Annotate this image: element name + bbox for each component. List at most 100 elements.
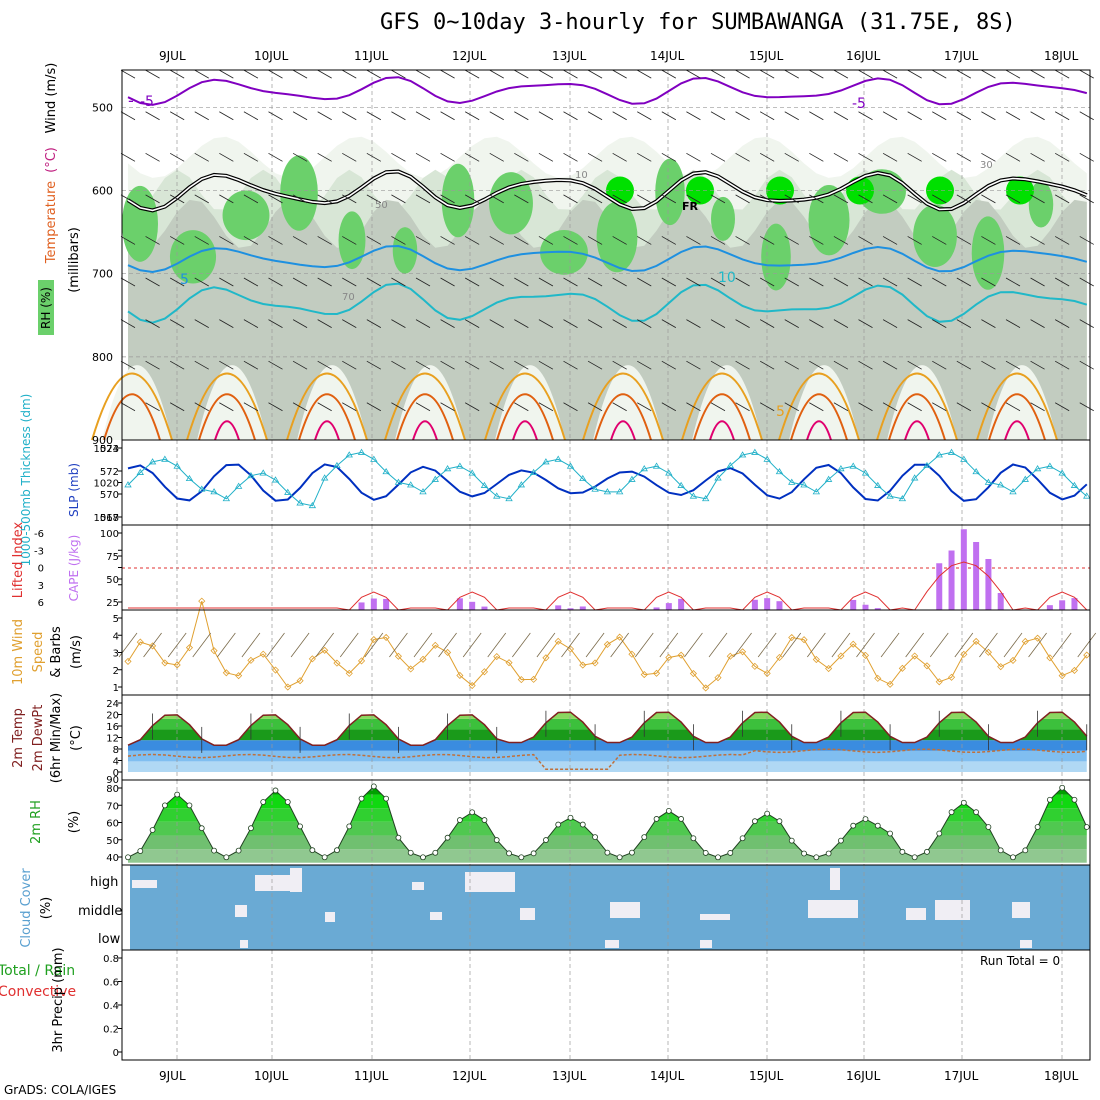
axis-tick: 574 <box>100 444 119 455</box>
date-label-bottom: 17JUL <box>944 1069 979 1083</box>
rh-marker <box>555 821 562 828</box>
slp-marker <box>431 475 439 482</box>
wind-barb <box>194 152 209 162</box>
rh-marker <box>948 809 955 816</box>
axis-tick: 4 <box>113 631 119 642</box>
axis-tick: 0 <box>38 564 44 575</box>
slp-marker <box>210 488 218 495</box>
wind-barb <box>735 402 750 412</box>
rh-marker <box>764 810 771 817</box>
wind-barb <box>661 402 677 412</box>
slp-marker <box>910 474 919 481</box>
wind-speed-marker <box>825 664 833 673</box>
wind-barb <box>145 194 160 204</box>
wind-barb <box>415 319 431 328</box>
wind-speed-marker <box>812 655 820 664</box>
cape-bar <box>874 608 881 610</box>
wind-barb <box>932 236 947 245</box>
wind-barb <box>882 319 898 328</box>
wind-barb <box>882 152 898 162</box>
slp-marker <box>1009 488 1017 495</box>
rh-marker <box>973 809 980 816</box>
cloud-gap <box>255 875 295 891</box>
wind-barb <box>956 152 972 162</box>
slp-marker <box>308 501 317 509</box>
wind-speed-marker <box>333 659 341 667</box>
wind-barb <box>956 402 972 412</box>
wind-barb <box>710 236 726 245</box>
wind-barb <box>637 360 652 370</box>
temp-20-arch <box>198 393 256 441</box>
wind-barb <box>710 360 726 370</box>
wind-barb <box>464 69 480 79</box>
wind-barb <box>759 402 775 412</box>
wind-barb <box>120 360 136 370</box>
wind-speed-marker <box>775 653 784 662</box>
temp-minus5-line <box>127 76 1088 106</box>
rh2m-unit: (%) <box>67 811 82 834</box>
rh-70-label: 70 <box>342 292 355 303</box>
wind-barb <box>661 152 677 162</box>
slp-marker <box>763 455 771 462</box>
slp-marker <box>345 451 353 458</box>
slp-marker <box>824 475 833 482</box>
wind-barb <box>759 69 775 79</box>
slp-marker <box>923 461 931 469</box>
wind-speed-marker <box>493 653 501 661</box>
wind10-barb <box>487 632 507 658</box>
wind-barb <box>120 402 136 412</box>
temp-15-arch <box>582 372 664 441</box>
wind-barb <box>1079 319 1094 328</box>
slp-marker <box>148 458 157 465</box>
axis-tick: 16 <box>106 722 119 733</box>
wind-speed-marker <box>640 671 648 679</box>
wind-speed-marker <box>345 669 353 677</box>
wind-barb <box>981 152 996 162</box>
wind-barb <box>1079 360 1094 370</box>
wind10-barb <box>684 632 703 658</box>
wind-barb <box>366 152 382 162</box>
wind-barb <box>981 69 996 79</box>
wind-speed-marker <box>1034 634 1042 642</box>
rh-marker <box>838 837 844 844</box>
wind-barb <box>169 111 185 121</box>
rh-marker <box>358 795 365 802</box>
temp-15-label: 5 <box>776 404 785 420</box>
wind10-barb <box>708 632 728 658</box>
wind-speed-marker <box>984 648 992 656</box>
wind-barb <box>858 402 873 412</box>
wind-barb <box>268 236 283 245</box>
cape-bar <box>776 601 783 610</box>
precip-total-label: Total / Rain <box>0 963 75 979</box>
wind-barb <box>415 402 431 412</box>
wind-barb <box>932 152 947 162</box>
wind-barb <box>292 236 308 245</box>
slp-marker <box>554 455 562 462</box>
wind10-barb <box>954 632 974 658</box>
cape-bar <box>997 593 1004 610</box>
cape-bar <box>383 598 390 610</box>
wind-barb <box>243 152 259 162</box>
axis-tick: 4 <box>113 757 119 768</box>
date-label-bottom: 13JUL <box>552 1069 587 1083</box>
slp-marker <box>234 482 243 489</box>
temp-band <box>128 761 1087 772</box>
rh-marker <box>690 835 697 842</box>
wind-barb <box>587 152 603 162</box>
slp-marker <box>517 481 526 488</box>
wind-barb <box>415 194 431 204</box>
cape-bar <box>960 529 967 610</box>
wind-barb <box>415 236 431 245</box>
cape-bar <box>862 604 869 610</box>
wind-barb <box>637 402 652 412</box>
wind-speed-marker <box>247 656 255 664</box>
wind10-barb <box>241 632 261 658</box>
slp-line <box>127 451 1088 507</box>
slp-marker <box>198 485 206 492</box>
slp-marker <box>222 494 231 502</box>
rh-marker <box>334 847 340 854</box>
slp-marker <box>370 455 378 462</box>
pressure-tick: 800 <box>92 351 113 364</box>
axis-tick: 0.6 <box>103 978 119 989</box>
